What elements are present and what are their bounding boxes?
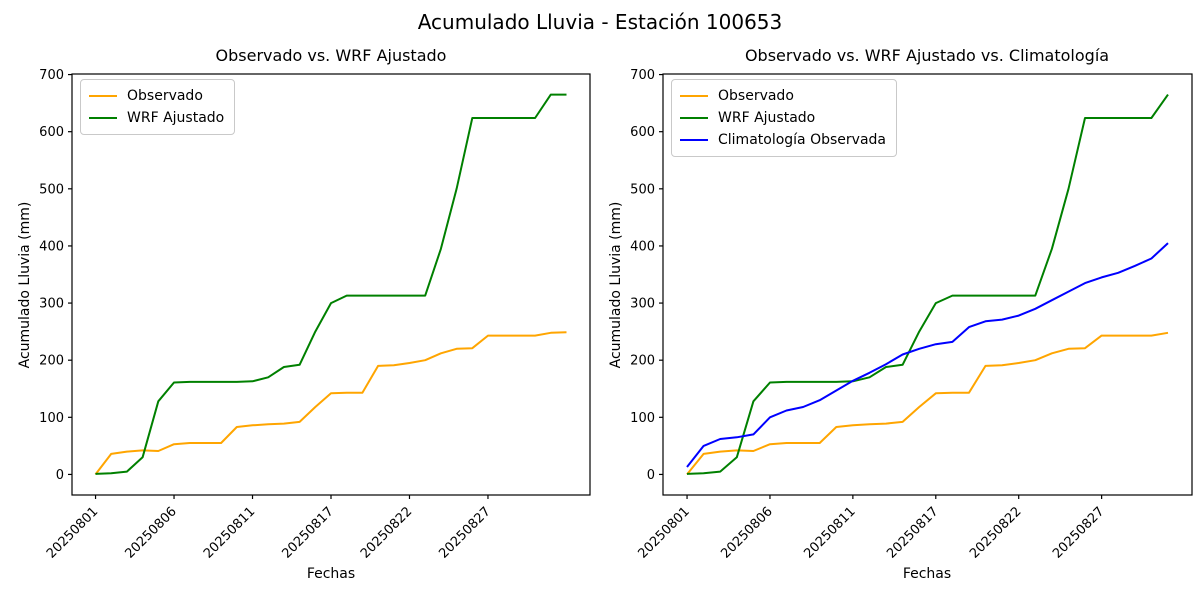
y-tick-label: 200 [630, 354, 655, 369]
legend-label: WRF Ajustado [718, 110, 816, 126]
legend-line-swatch [89, 95, 117, 97]
legend-label: WRF Ajustado [127, 110, 225, 126]
x-tick-label: 20250806 [718, 504, 775, 561]
left-chart-title: Observado vs. WRF Ajustado [215, 46, 447, 65]
x-tick-label: 20250822 [358, 504, 415, 561]
right-chart-xlabel: Fechas [902, 566, 952, 582]
legend-label: Observado [718, 88, 794, 104]
y-tick-label: 200 [39, 354, 64, 369]
x-tick-label: 20250817 [884, 504, 941, 561]
y-tick-label: 0 [56, 468, 64, 483]
y-tick-label: 300 [39, 297, 64, 312]
x-tick-label: 20250827 [436, 504, 493, 561]
legend-label: Observado [127, 88, 203, 104]
legend-line-swatch [89, 117, 117, 119]
series-line-observado [94, 331, 567, 476]
series-line-wrf-ajustado [95, 93, 567, 475]
left-chart-ylabel: Acumulado Lluvia (mm) [17, 201, 33, 369]
y-tick-label: 100 [39, 411, 64, 426]
x-tick-label: 20250801 [635, 504, 692, 561]
left-chart-xlabel: Fechas [306, 566, 356, 582]
y-tick-label: 600 [39, 125, 64, 140]
x-tick-label: 20250827 [1050, 504, 1107, 561]
legend-label: Climatología Observada [718, 132, 886, 148]
axes-frame [662, 73, 1193, 496]
legend-line-swatch [680, 117, 708, 119]
y-tick-label: 700 [39, 68, 64, 83]
series-line-observado [686, 331, 1169, 476]
x-tick-label: 20250806 [122, 504, 179, 561]
right-chart-legend: Observado WRF Ajustado Climatología Observ… [671, 79, 897, 157]
x-tick-label: 20250817 [279, 504, 336, 561]
x-tick-label: 20250822 [967, 504, 1024, 561]
legend-line-swatch [680, 139, 708, 141]
y-tick-label: 0 [647, 468, 655, 483]
series-line-climatolog-a-observada [686, 242, 1169, 468]
y-tick-label: 700 [630, 68, 655, 83]
legend-line-swatch [680, 95, 708, 97]
y-tick-label: 400 [630, 239, 655, 254]
x-tick-label: 20250811 [201, 504, 258, 561]
left-chart-legend: Observado WRF Ajustado [80, 79, 236, 135]
y-tick-label: 500 [630, 182, 655, 197]
legend-item-wrf-ajustado: WRF Ajustado [680, 107, 886, 129]
legend-item-observado: Observado [89, 85, 224, 107]
legend-item-climatolog-a-observada: Climatología Observada [680, 129, 886, 151]
y-tick-label: 500 [39, 182, 64, 197]
y-tick-label: 100 [630, 411, 655, 426]
figure-suptitle: Acumulado Lluvia - Estación 100653 [417, 10, 783, 34]
series-line-wrf-ajustado [686, 94, 1169, 475]
right-chart-ylabel: Acumulado Lluvia (mm) [608, 201, 624, 369]
x-tick-label: 20250811 [801, 504, 858, 561]
y-tick-label: 600 [630, 125, 655, 140]
y-tick-label: 400 [39, 239, 64, 254]
x-tick-label: 20250801 [44, 504, 101, 561]
y-tick-label: 300 [630, 297, 655, 312]
legend-item-wrf-ajustado: WRF Ajustado [89, 107, 224, 129]
legend-item-observado: Observado [680, 85, 886, 107]
right-chart-title: Observado vs. WRF Ajustado vs. Climatolo… [744, 46, 1110, 65]
